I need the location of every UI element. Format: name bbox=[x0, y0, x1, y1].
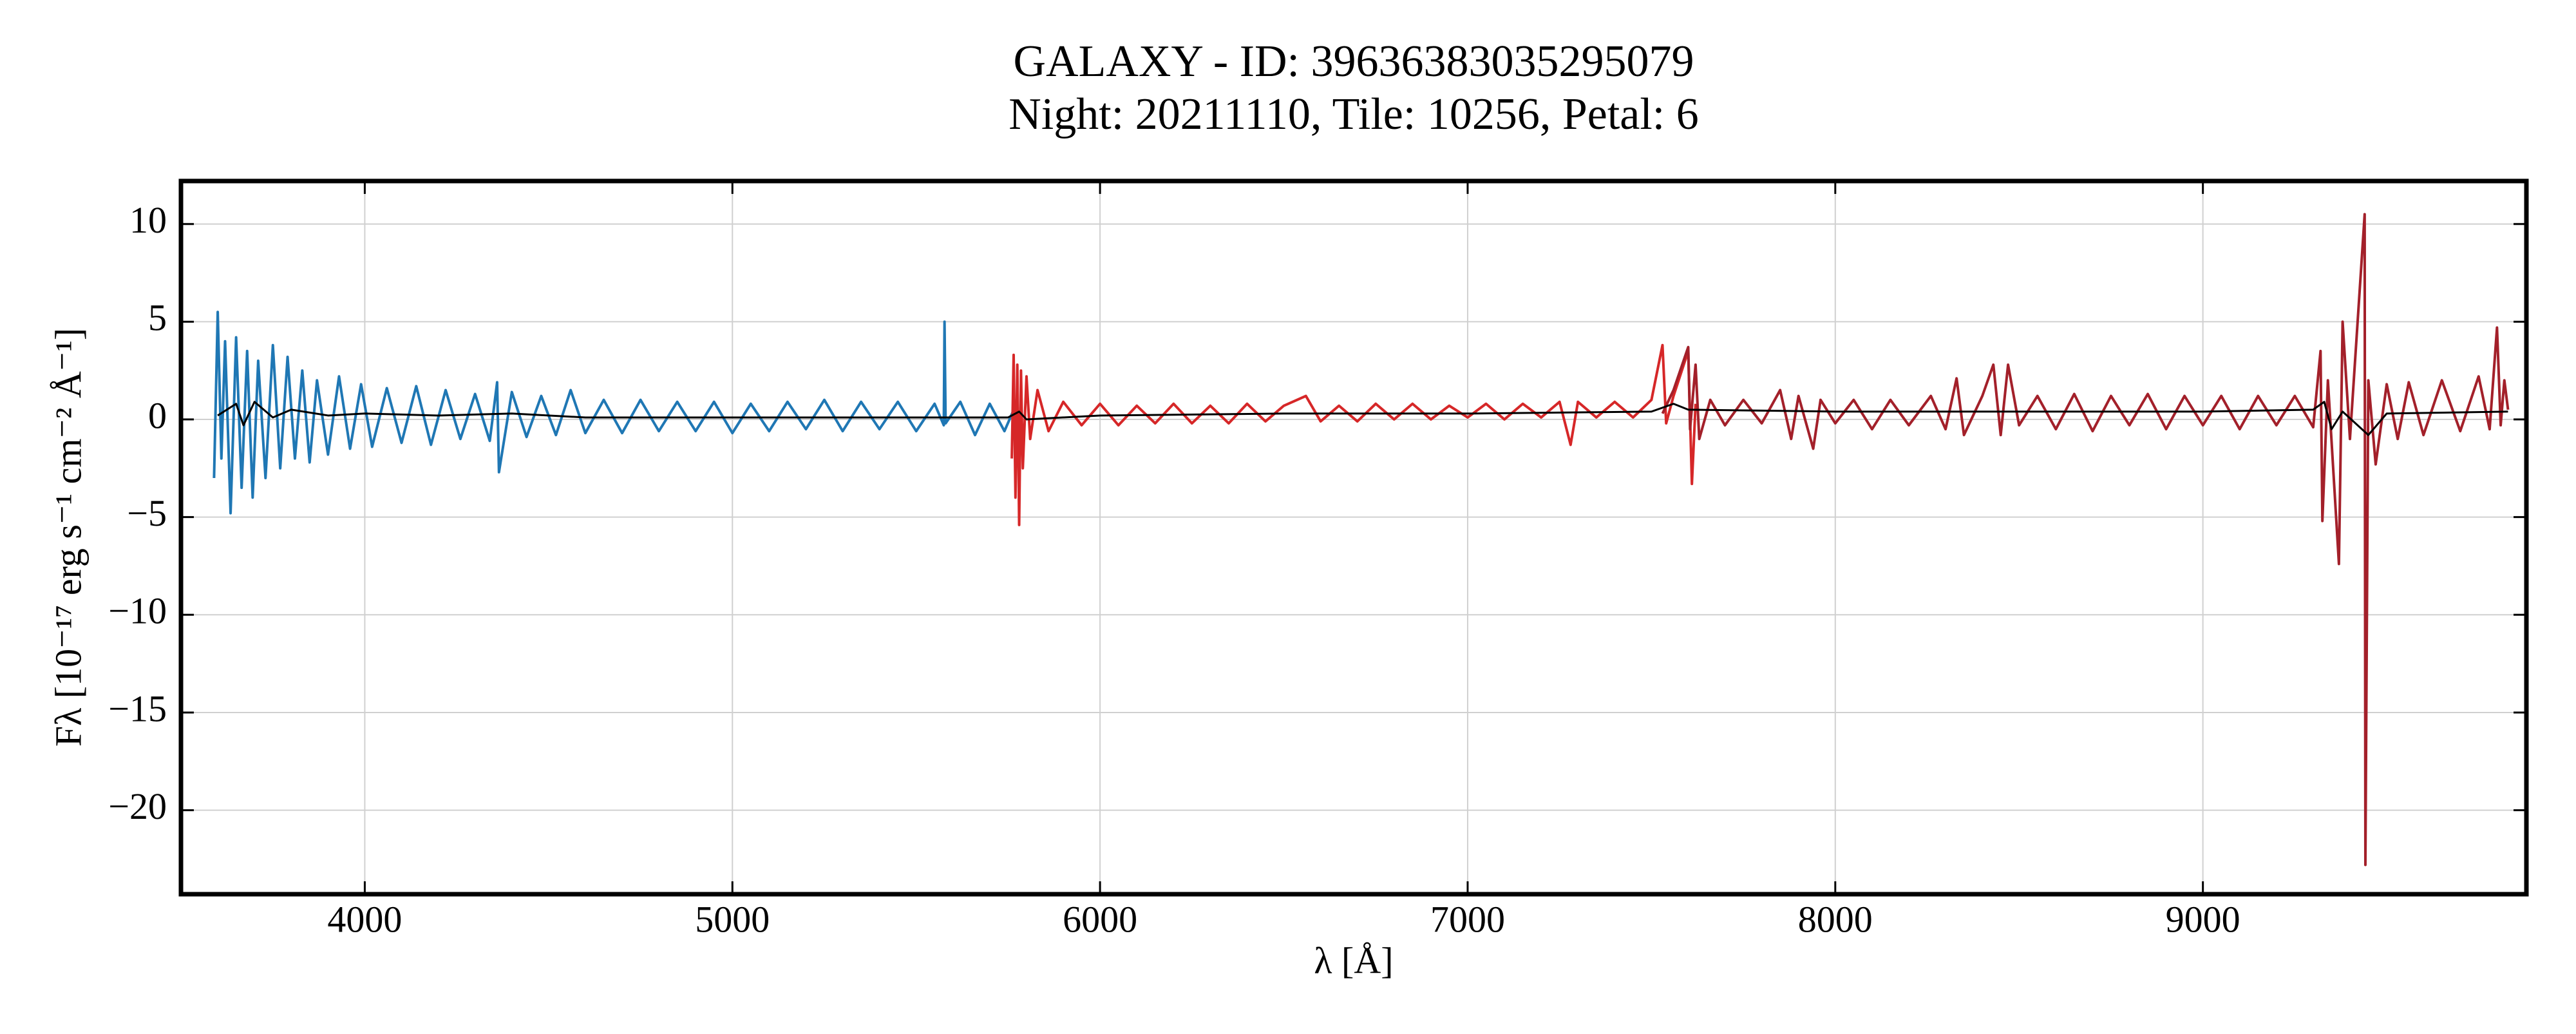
x-axis-label: λ [Å] bbox=[1314, 939, 1393, 981]
plot-frame bbox=[178, 178, 2529, 897]
x-tick-label: 8000 bbox=[1798, 898, 1873, 940]
chart-title: GALAXY - ID: 39636383035295079 bbox=[1013, 37, 1694, 86]
y-tick-label: −5 bbox=[127, 492, 167, 534]
y-tick-label: −10 bbox=[108, 590, 167, 632]
y-tick-label: −15 bbox=[108, 687, 167, 729]
x-tick-label: 4000 bbox=[327, 898, 402, 940]
spectrum-line bbox=[213, 311, 1017, 515]
x-tick-label: 7000 bbox=[1430, 898, 1505, 940]
x-tick-label: 9000 bbox=[2166, 898, 2240, 940]
y-tick-label: 10 bbox=[129, 199, 167, 241]
x-tick-label: 5000 bbox=[695, 898, 770, 940]
y-tick-label: 5 bbox=[148, 297, 167, 339]
x-tick-label: 6000 bbox=[1063, 898, 1137, 940]
spectrum-line bbox=[1661, 213, 2510, 866]
spectrum-line bbox=[1010, 343, 1697, 526]
y-axis-label: Fλ [10⁻¹⁷ erg s⁻¹ cm⁻² Å⁻¹] bbox=[47, 328, 89, 747]
spectrum-line bbox=[217, 401, 2508, 436]
y-tick-label: −20 bbox=[108, 785, 167, 827]
y-tick-label: 0 bbox=[148, 394, 167, 436]
chart-subtitle: Night: 20211110, Tile: 10256, Petal: 6 bbox=[1009, 90, 1698, 139]
